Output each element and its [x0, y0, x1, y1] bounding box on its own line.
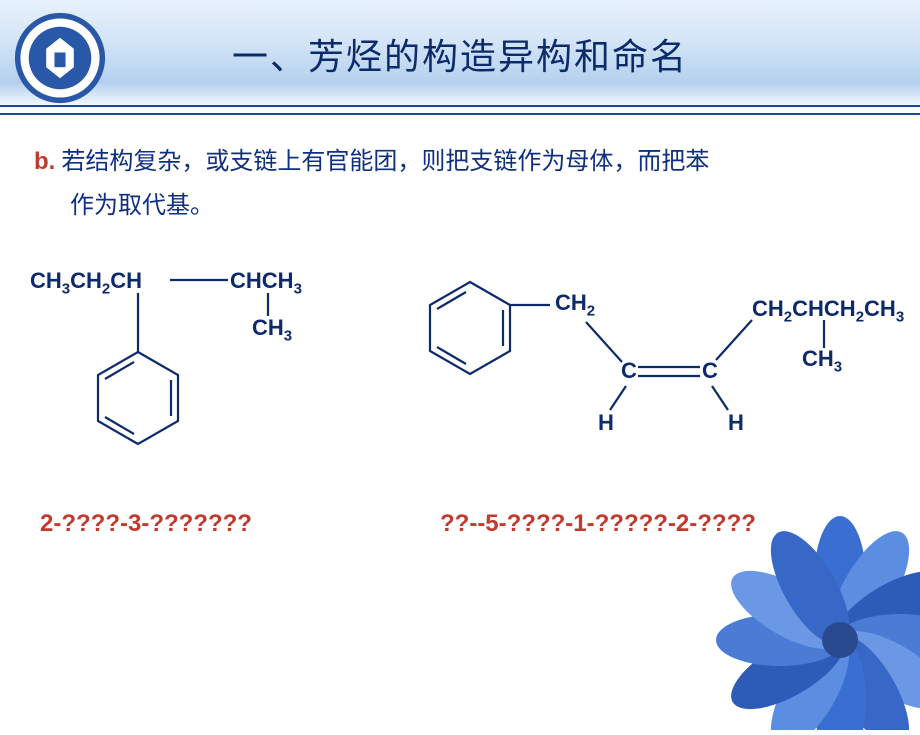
chem-label-right-hright: H [728, 410, 744, 436]
body-line-1: 若结构复杂，或支链上有官能团，则把支链作为母体，而把苯 [61, 148, 709, 175]
slide-title: 一、芳烃的构造异构和命名 [0, 28, 920, 80]
body-paragraph: b.若结构复杂，或支链上有官能团，则把支链作为母体，而把苯 作为取代基。 [34, 140, 860, 229]
header-divider-2 [0, 113, 920, 115]
body-line-2: 作为取代基。 [34, 184, 860, 228]
answer-left: 2-????-3-??????? [40, 510, 252, 538]
chem-label-right-hleft: H [598, 410, 614, 436]
chem-label-right-chain: CH2CHCH2CH3 [752, 296, 904, 322]
chem-label-right-cright: C [702, 358, 718, 384]
chem-label-right-ch2: CH2 [555, 290, 595, 316]
chem-bonds-left [0, 260, 340, 510]
decorative-flower [690, 490, 920, 730]
chem-label-right-ch3: CH3 [802, 346, 842, 372]
item-prefix: b. [34, 148, 55, 175]
header-divider-1 [0, 105, 920, 107]
chem-label-right-cleft: C [621, 358, 637, 384]
